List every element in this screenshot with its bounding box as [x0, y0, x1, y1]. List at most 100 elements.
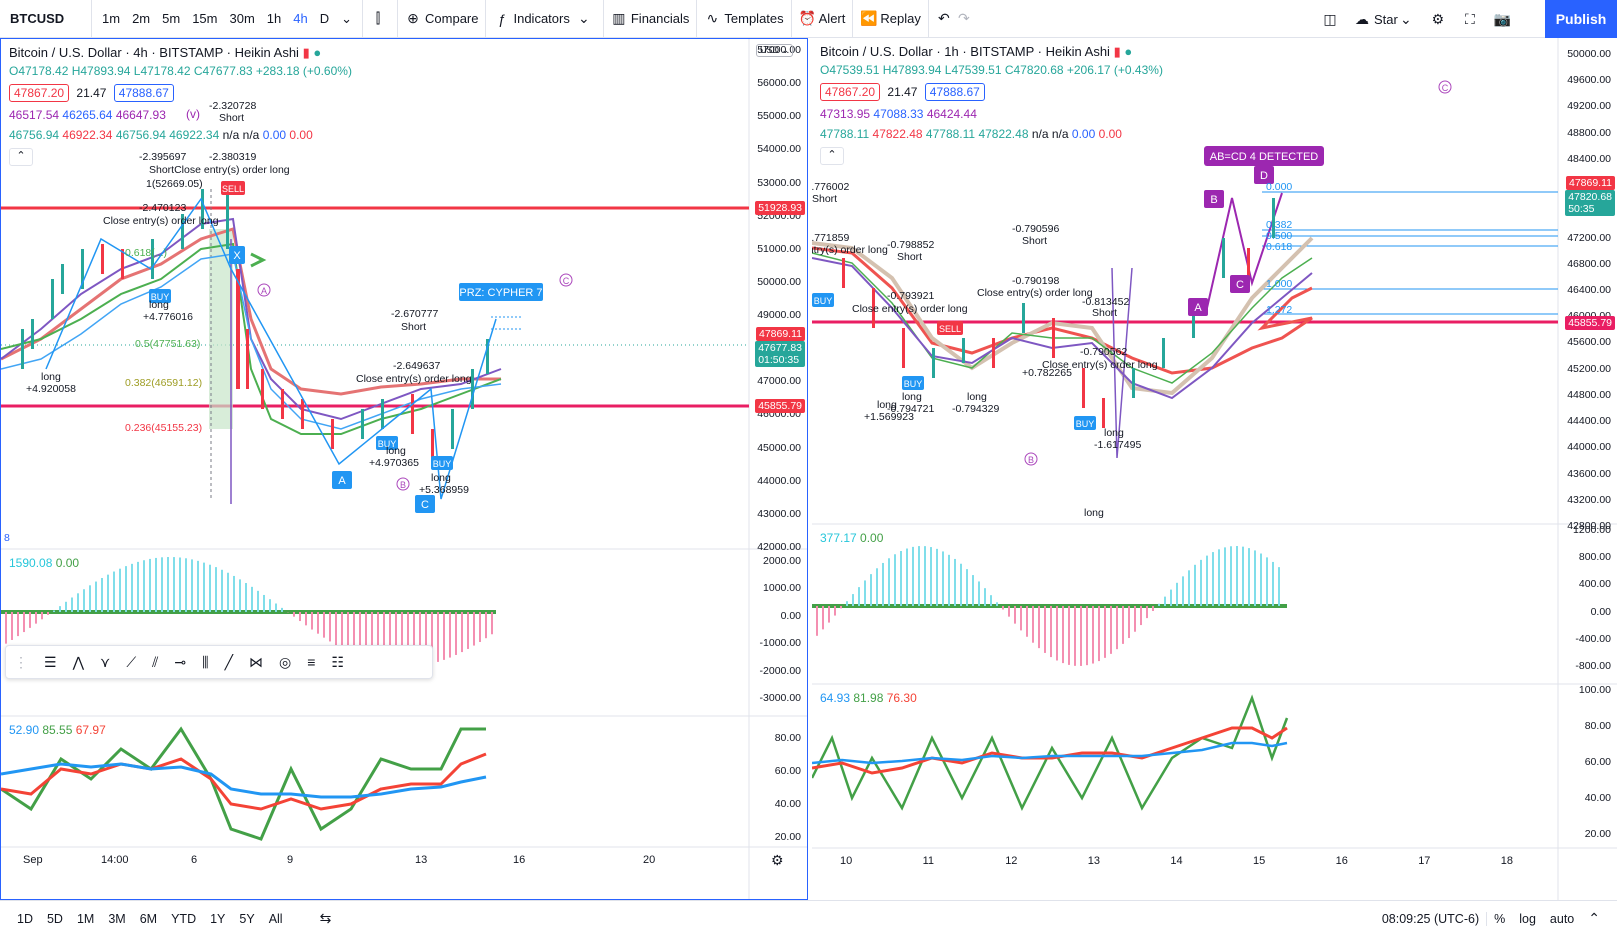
chevron-down-icon[interactable]: ⌄ [341, 10, 353, 26]
templates-button[interactable]: ∿ Templates [697, 0, 792, 38]
symbol-search[interactable]: BTCUSD [0, 0, 92, 38]
left-osc1-axis[interactable]: 2000.00 1000.00 0.00 -1000.00 -2000.00 -3000.… [749, 549, 807, 716]
tf-30m[interactable]: 30m [229, 11, 255, 26]
expand-icon[interactable]: ⌃ [1588, 910, 1600, 926]
tf-5m[interactable]: 5m [162, 11, 181, 26]
camera-icon[interactable]: 📷 [1493, 10, 1512, 27]
chart-type-button[interactable]: ⫿ [363, 0, 399, 38]
histogram-bar [77, 593, 79, 612]
tf-4h[interactable]: 4h [293, 11, 308, 26]
collapse-legend-button[interactable]: ⌃ [9, 148, 33, 166]
right-chart-canvas[interactable]: B A C D AB=CD 4 DETECTED C B BUY BUY BUY… [812, 38, 1617, 900]
rewind-icon: ⏪ [860, 10, 878, 26]
lines-icon[interactable]: ☰ [44, 653, 57, 670]
range-5y[interactable]: 5Y [239, 911, 255, 926]
tf-15m[interactable]: 15m [192, 11, 218, 26]
fib-icon[interactable]: ⫼ [202, 653, 209, 670]
left-chart-panel[interactable]: A C X B A C PRZ: CYPHER 7 SELL BUY BUY B… [0, 38, 808, 900]
channel-icon[interactable]: ⫽ [152, 653, 159, 670]
right-osc2-axis[interactable]: 100.00 80.00 60.00 40.00 20.00 [1559, 684, 1617, 848]
pattern-xabcd-icon[interactable]: ⋀ [72, 653, 85, 670]
pattern-abc-icon[interactable]: ⋎ [100, 653, 111, 670]
auto-toggle[interactable]: auto [1549, 911, 1575, 926]
right-chart-panel[interactable]: B A C D AB=CD 4 DETECTED C B BUY BUY BUY… [812, 38, 1617, 900]
range-all[interactable]: All [268, 911, 283, 926]
ann-short3: -0.790596 [1012, 223, 1059, 235]
status-dot-icon: ● [313, 45, 322, 60]
right-time-axis[interactable]: 10 11 12 13 14 15 16 17 18 [840, 855, 1513, 867]
trendline-icon[interactable]: ⟋ [126, 653, 137, 670]
publish-button[interactable]: Publish [1545, 0, 1617, 38]
range-1m[interactable]: 1M [76, 911, 95, 926]
indicators-button[interactable]: ƒ Indicators ⌄ [486, 0, 604, 38]
left-price-axis[interactable]: 57000.00 56000.00 55000.00 54000.00 53000.00… [749, 39, 807, 553]
financials-button[interactable]: ▥ Financials [604, 0, 698, 38]
gear-icon[interactable]: ⚙ [1431, 10, 1445, 27]
ray-icon[interactable]: ╱ [224, 653, 233, 670]
calendar-range-icon[interactable]: ⇆ [319, 910, 332, 926]
axis-tick: -400.00 [1575, 632, 1611, 645]
right-time-tick: 18 [1501, 855, 1513, 867]
abcd-detected-label: AB=CD 4 DETECTED [1210, 151, 1319, 163]
histogram-bar [894, 554, 896, 606]
ma-value: n/a [1051, 127, 1069, 141]
collapse-legend-button[interactable]: ⌃ [820, 147, 844, 165]
range-6m[interactable]: 6M [139, 911, 158, 926]
left-chart-canvas[interactable]: A C X B A C PRZ: CYPHER 7 SELL BUY BUY B… [1, 39, 807, 899]
ma-value: 0.00 [1071, 127, 1096, 141]
wave-c-label: C [563, 276, 570, 286]
range-3m[interactable]: 3M [108, 911, 126, 926]
histogram-bar [912, 546, 914, 606]
left-symbol-title[interactable]: Bitcoin / U.S. Dollar · 4h · BITSTAMP · … [9, 45, 352, 61]
drag-handle-icon[interactable]: ⋮ [14, 653, 28, 670]
bid-price[interactable]: 47867.20 [9, 84, 70, 102]
histogram-bar [443, 612, 445, 660]
gear-icon[interactable]: ⚙ [771, 852, 784, 868]
ma-value: 0.00 [289, 128, 313, 142]
ask-price[interactable]: 47888.67 [113, 84, 174, 102]
fullscreen-icon[interactable]: ⛶ [1464, 10, 1475, 27]
ma-value: 47088.33 [873, 107, 924, 121]
replay-button[interactable]: ⏪ Replay [853, 0, 929, 38]
ann-long2: long [902, 391, 922, 403]
star-button[interactable]: ☁ Star ⌄ [1354, 11, 1418, 28]
right-symbol-title[interactable]: Bitcoin / U.S. Dollar · 1h · BITSTAMP · … [820, 44, 1163, 60]
ma-value: 46265.64 [62, 108, 113, 122]
range-1y[interactable]: 1Y [210, 911, 226, 926]
indicators-label: Indicators [513, 11, 570, 26]
histogram-bar [5, 612, 7, 644]
left-osc2-axis[interactable]: 80.00 60.00 40.00 20.00 [749, 716, 807, 847]
horizontal-line-icon[interactable]: ⊸ [174, 653, 187, 670]
clock-readout[interactable]: 08:09:25 (UTC-6) [1381, 911, 1480, 926]
tf-d[interactable]: D [319, 11, 330, 26]
range-1d[interactable]: 1D [17, 911, 33, 926]
ranges-icon[interactable]: ≡ [307, 654, 316, 670]
ann-long3: long [386, 445, 406, 457]
timeframe-group: 1m 2m 5m 15m 30m 1h 4h D ⌄ [92, 0, 364, 38]
range-5d[interactable]: 5D [46, 911, 63, 926]
undo-icon[interactable]: ↶ [937, 10, 950, 26]
ma-value: 47313.95 [820, 107, 871, 121]
tf-1m[interactable]: 1m [102, 11, 121, 26]
ask-price[interactable]: 47888.67 [924, 83, 985, 101]
percent-toggle[interactable]: % [1486, 911, 1512, 926]
redo-icon[interactable]: ↷ [957, 10, 970, 26]
histogram-bar [876, 568, 878, 606]
right-price-axis[interactable]: 50000.00 49600.00 49200.00 48800.00 48400.00… [1559, 38, 1617, 532]
compare-button[interactable]: ⊕ Compare [398, 0, 487, 38]
log-toggle[interactable]: log [1519, 911, 1536, 926]
layout-icon[interactable]: ◫ [1323, 10, 1337, 27]
currency-button[interactable]: USD ⌄ [755, 44, 793, 57]
range-ytd[interactable]: YTD [171, 911, 197, 926]
node-icon[interactable]: ⋈ [249, 653, 263, 670]
histogram-bar [1038, 606, 1040, 649]
bid-price[interactable]: 47867.20 [820, 83, 881, 101]
alert-button[interactable]: ⏰ Alert [792, 0, 854, 38]
spiral-icon[interactable]: ◎ [279, 653, 292, 670]
right-osc1-axis[interactable]: 1200.00 800.00 400.00 0.00 -400.00 -800.00 [1559, 524, 1617, 684]
tf-2m[interactable]: 2m [132, 11, 151, 26]
histogram-bar [269, 599, 271, 612]
settings-lines-icon[interactable]: ☷ [331, 653, 344, 670]
right-time-tick: 12 [1005, 855, 1017, 867]
tf-1h[interactable]: 1h [266, 11, 282, 26]
